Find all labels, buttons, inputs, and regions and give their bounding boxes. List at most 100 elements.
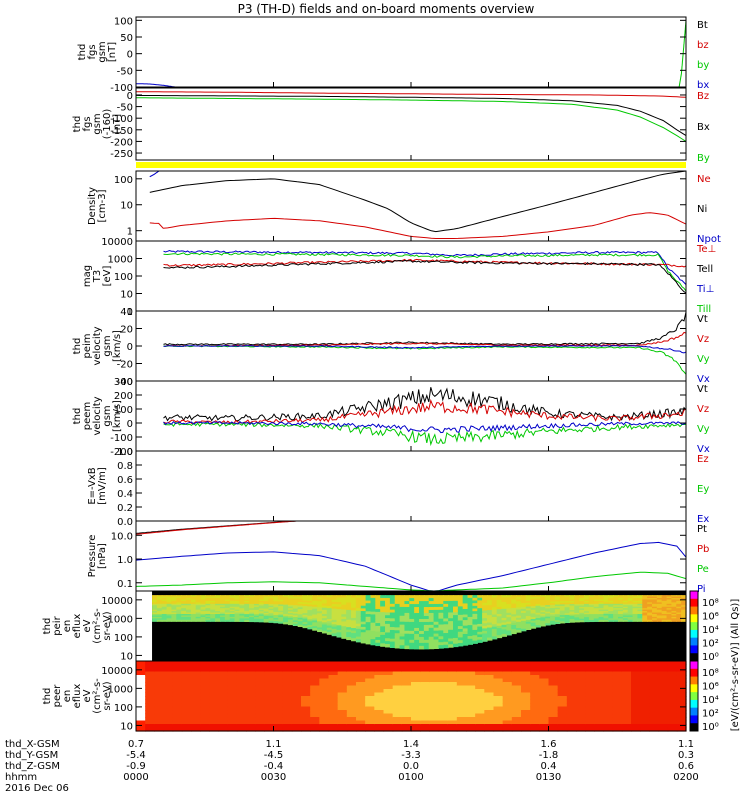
spectrogram-cell xyxy=(540,600,546,603)
spectrogram-cell xyxy=(312,595,318,598)
spectrogram-cell xyxy=(496,602,503,606)
spectrogram-cell xyxy=(337,706,348,711)
spectrogram-cell xyxy=(491,616,498,621)
spectrogram-cell xyxy=(433,642,440,647)
spectrogram-cell xyxy=(273,727,284,732)
spectrogram-cell xyxy=(351,638,357,642)
spectrogram-cell xyxy=(258,598,265,601)
spectrogram-cell xyxy=(438,717,449,722)
spectrogram-cell xyxy=(292,598,299,601)
spectrogram-cell xyxy=(227,717,238,722)
spectrogram-cell xyxy=(433,636,440,641)
spectrogram-cell xyxy=(246,703,256,708)
spectrogram-cell xyxy=(227,689,238,694)
spectrogram-cell xyxy=(520,624,527,628)
spectrogram-cell xyxy=(229,611,236,614)
spectrogram-cell xyxy=(640,689,650,694)
spectrogram-cell xyxy=(227,724,238,729)
x-axis-value: 0030 xyxy=(261,772,286,783)
spectrogram-cell xyxy=(574,595,580,598)
spectrogram-cell xyxy=(152,615,158,618)
spectrogram-cell xyxy=(613,605,619,608)
spectrogram-cell xyxy=(453,643,459,648)
spectrogram-cell xyxy=(355,608,362,612)
spectrogram-cell xyxy=(423,604,430,608)
status-bar xyxy=(136,162,686,168)
spectrogram-cell xyxy=(433,603,440,608)
spectrogram-cell xyxy=(557,696,568,701)
spectrogram-cell xyxy=(428,636,435,641)
spectrogram-cell xyxy=(584,612,590,615)
spectrogram-cell xyxy=(218,692,229,697)
spectrogram-cell xyxy=(346,604,352,609)
spectrogram-cell xyxy=(205,619,211,622)
spectrogram-cell xyxy=(317,621,323,624)
spectrogram-cell xyxy=(156,595,163,598)
spectrogram-cell xyxy=(447,661,458,666)
spectrogram-cell xyxy=(548,692,559,697)
spectrogram-cell xyxy=(392,685,403,690)
spectrogram-cell xyxy=(438,710,449,715)
spectrogram-cell xyxy=(154,717,165,722)
spectrogram-cell xyxy=(501,608,507,612)
spectrogram-cell xyxy=(491,602,498,606)
spectrogram-cell xyxy=(622,600,629,603)
spectrogram-cell xyxy=(419,613,425,617)
spectrogram-cell xyxy=(667,678,678,683)
spectrogram-cell xyxy=(389,612,396,617)
spectrogram-cell xyxy=(632,606,639,609)
spectrogram-cell xyxy=(521,682,531,687)
spectrogram-cell xyxy=(506,626,512,629)
spectrogram-cell xyxy=(249,603,255,606)
spectrogram-cell xyxy=(392,727,403,732)
spectrogram-cell xyxy=(337,671,348,676)
spectrogram-cell xyxy=(621,699,632,704)
spectrogram-cell xyxy=(491,624,498,628)
spectrogram-cell xyxy=(428,604,435,608)
spectrogram-cell xyxy=(161,596,168,599)
spectrogram-cell xyxy=(588,612,595,615)
spectrogram-cell xyxy=(632,613,639,617)
spectrogram-cell xyxy=(264,664,275,669)
spectrogram-cell xyxy=(176,608,182,611)
spectrogram-cell xyxy=(145,706,155,711)
spectrogram-cell xyxy=(224,603,231,606)
spectrogram-cell xyxy=(477,608,483,612)
spectrogram-cell xyxy=(291,682,302,687)
spectrogram-cell xyxy=(346,609,352,613)
spectrogram-cell xyxy=(676,699,687,704)
spectrogram-cell xyxy=(282,724,293,729)
spectrogram-cell xyxy=(283,604,289,607)
spectrogram-cell xyxy=(337,699,348,704)
spectrogram-cell xyxy=(336,629,342,633)
spectrogram-cell xyxy=(328,703,339,708)
spectrogram-cell xyxy=(176,612,182,615)
spectrogram-cell xyxy=(181,608,187,611)
spectrogram-cell xyxy=(603,720,614,725)
spectrogram-cell xyxy=(255,699,265,704)
spectrogram-cell xyxy=(210,605,216,608)
spectrogram-cell xyxy=(535,616,541,619)
spectrogram-cell xyxy=(428,609,435,614)
spectrogram-cell xyxy=(502,675,513,680)
spectrogram-cell xyxy=(191,696,201,701)
spectrogram-cell xyxy=(482,630,488,635)
y-tick-label: 20 xyxy=(120,325,133,336)
spectrogram-cell xyxy=(307,604,313,607)
spectrogram-cell xyxy=(667,696,678,701)
spectrogram-cell xyxy=(420,724,430,729)
spectrogram-cell xyxy=(360,634,367,639)
spectrogram-cell xyxy=(301,692,311,697)
spectrogram-cell xyxy=(236,717,247,722)
spectrogram-cell xyxy=(521,713,531,718)
spectrogram-cell xyxy=(171,605,177,608)
spectrogram-cell xyxy=(467,611,474,615)
spectrogram-cell xyxy=(145,671,155,676)
spectrogram-cell xyxy=(181,605,187,608)
spectrogram-cell xyxy=(496,613,503,617)
spectrogram-cell xyxy=(409,604,415,608)
spectrogram-cell xyxy=(475,699,485,704)
spectrogram-cell xyxy=(621,668,632,673)
spectrogram-cell xyxy=(462,631,469,635)
spectrogram-cell xyxy=(438,724,449,729)
